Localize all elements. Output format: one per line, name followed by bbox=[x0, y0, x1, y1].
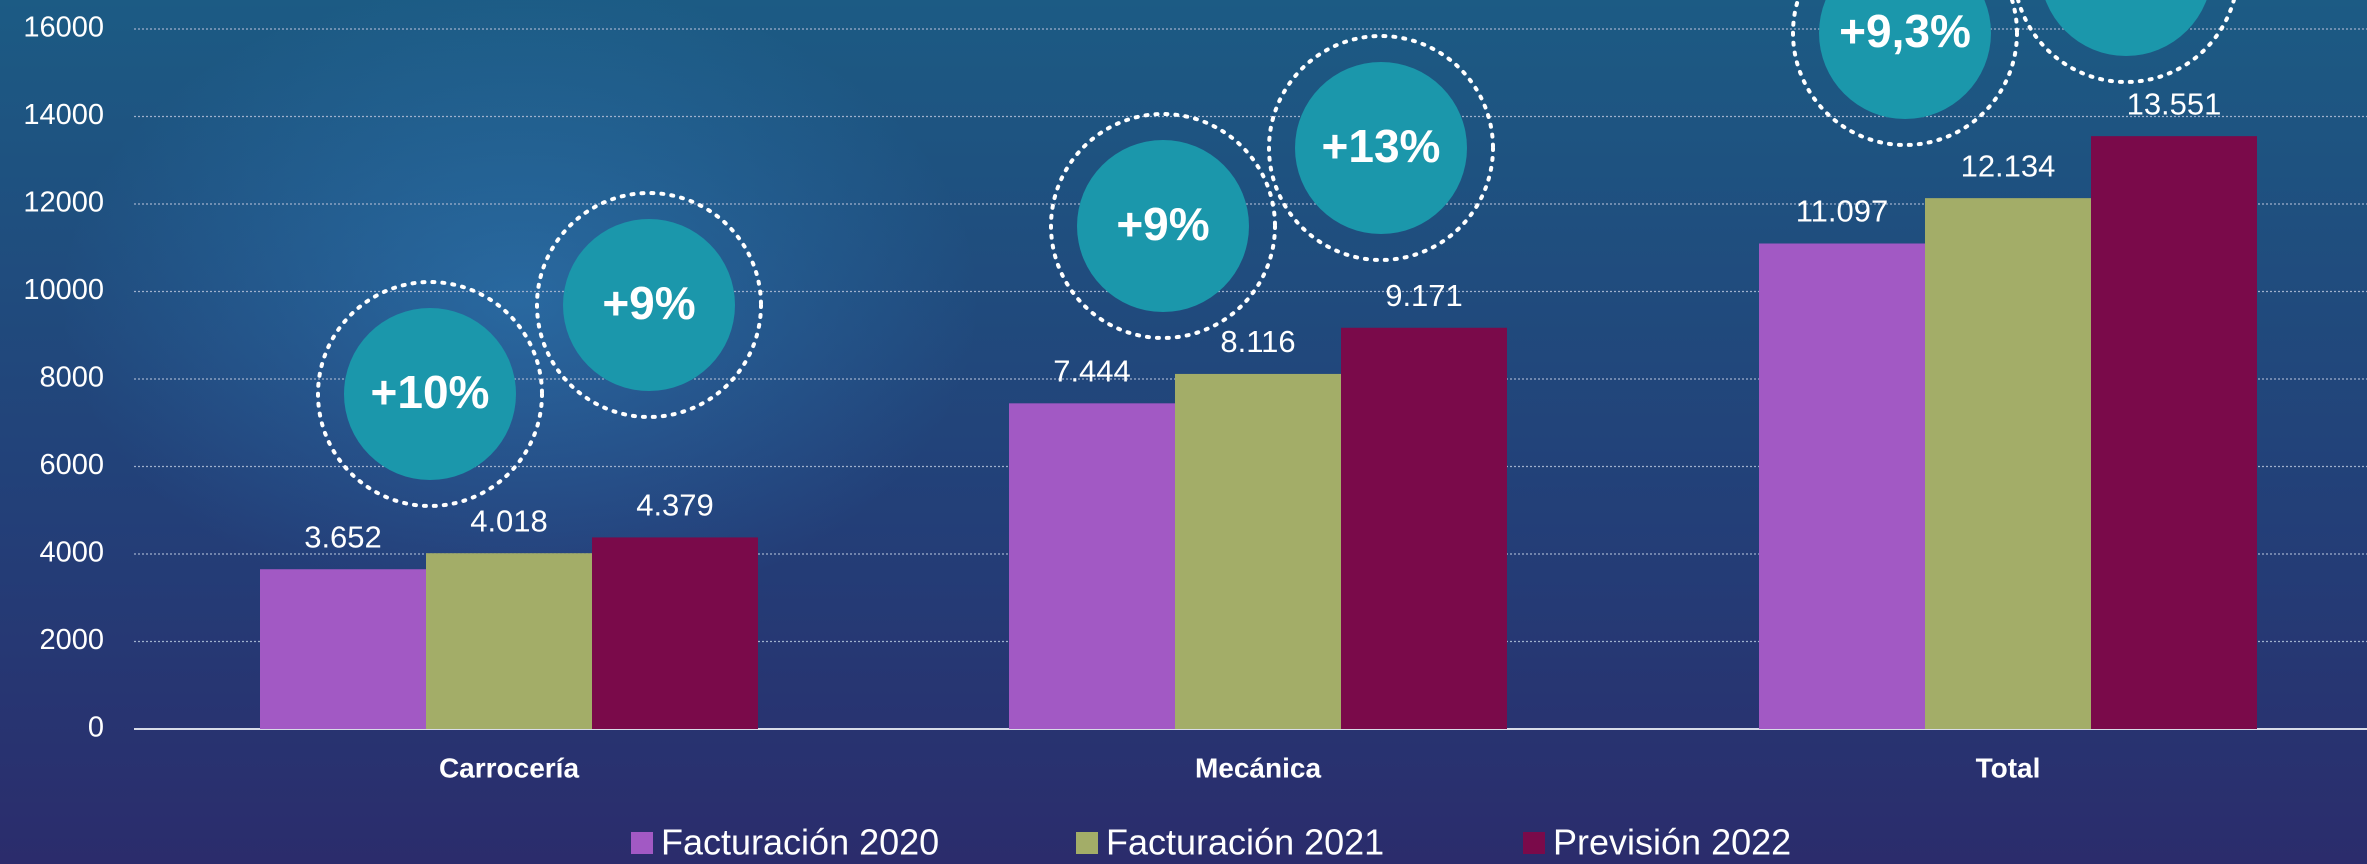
bar bbox=[260, 569, 426, 729]
legend-label: Facturación 2021 bbox=[1106, 822, 1384, 863]
y-tick-label: 2000 bbox=[39, 624, 104, 656]
value-label: 4.018 bbox=[470, 503, 548, 538]
legend-swatch bbox=[631, 832, 653, 854]
bar bbox=[1341, 328, 1507, 729]
value-label: 7.444 bbox=[1053, 354, 1131, 389]
value-label: 12.134 bbox=[1961, 148, 2056, 183]
value-label: 9.171 bbox=[1385, 278, 1463, 313]
x-tick-label: Carrocería bbox=[439, 752, 580, 783]
legend-label: Previsión 2022 bbox=[1553, 822, 1791, 863]
page: 0 2000 4000 6000 8000 10000 12000 14000 16000 Car… bbox=[0, 0, 2367, 864]
x-tick-label: Total bbox=[1976, 752, 2041, 783]
bar bbox=[1175, 374, 1341, 729]
y-tick-label: 0 bbox=[88, 712, 104, 744]
bar bbox=[1759, 244, 1925, 729]
value-label: 11.097 bbox=[1796, 194, 1889, 229]
legend-label: Facturación 2020 bbox=[661, 822, 939, 863]
y-tick-label: 14000 bbox=[23, 99, 104, 131]
growth-label: +9% bbox=[602, 277, 695, 329]
bar bbox=[592, 537, 758, 729]
chart: 0 2000 4000 6000 8000 10000 12000 14000 16000 Car… bbox=[0, 0, 2367, 864]
value-label: 13.551 bbox=[2127, 86, 2222, 121]
growth-label: +10% bbox=[371, 366, 490, 418]
bar bbox=[1925, 198, 2091, 729]
y-tick-label: 12000 bbox=[23, 187, 104, 219]
value-label: 8.116 bbox=[1220, 324, 1295, 359]
y-tick-label: 8000 bbox=[39, 362, 104, 394]
legend-swatch bbox=[1523, 832, 1545, 854]
growth-label: +13% bbox=[1322, 120, 1441, 172]
bar bbox=[2091, 136, 2257, 729]
y-tick-label: 4000 bbox=[39, 537, 104, 569]
bar bbox=[426, 553, 592, 729]
x-tick-label: Mecánica bbox=[1195, 752, 1321, 783]
legend-swatch bbox=[1076, 832, 1098, 854]
y-tick-label: 6000 bbox=[39, 449, 104, 481]
value-label: 4.379 bbox=[636, 488, 714, 523]
y-tick-label: 16000 bbox=[23, 12, 104, 44]
growth-label: +9,3% bbox=[1839, 5, 1971, 57]
growth-label: +9% bbox=[1116, 198, 1209, 250]
bar bbox=[1009, 403, 1175, 729]
y-tick-label: 10000 bbox=[23, 274, 104, 306]
value-label: 3.652 bbox=[304, 519, 382, 554]
